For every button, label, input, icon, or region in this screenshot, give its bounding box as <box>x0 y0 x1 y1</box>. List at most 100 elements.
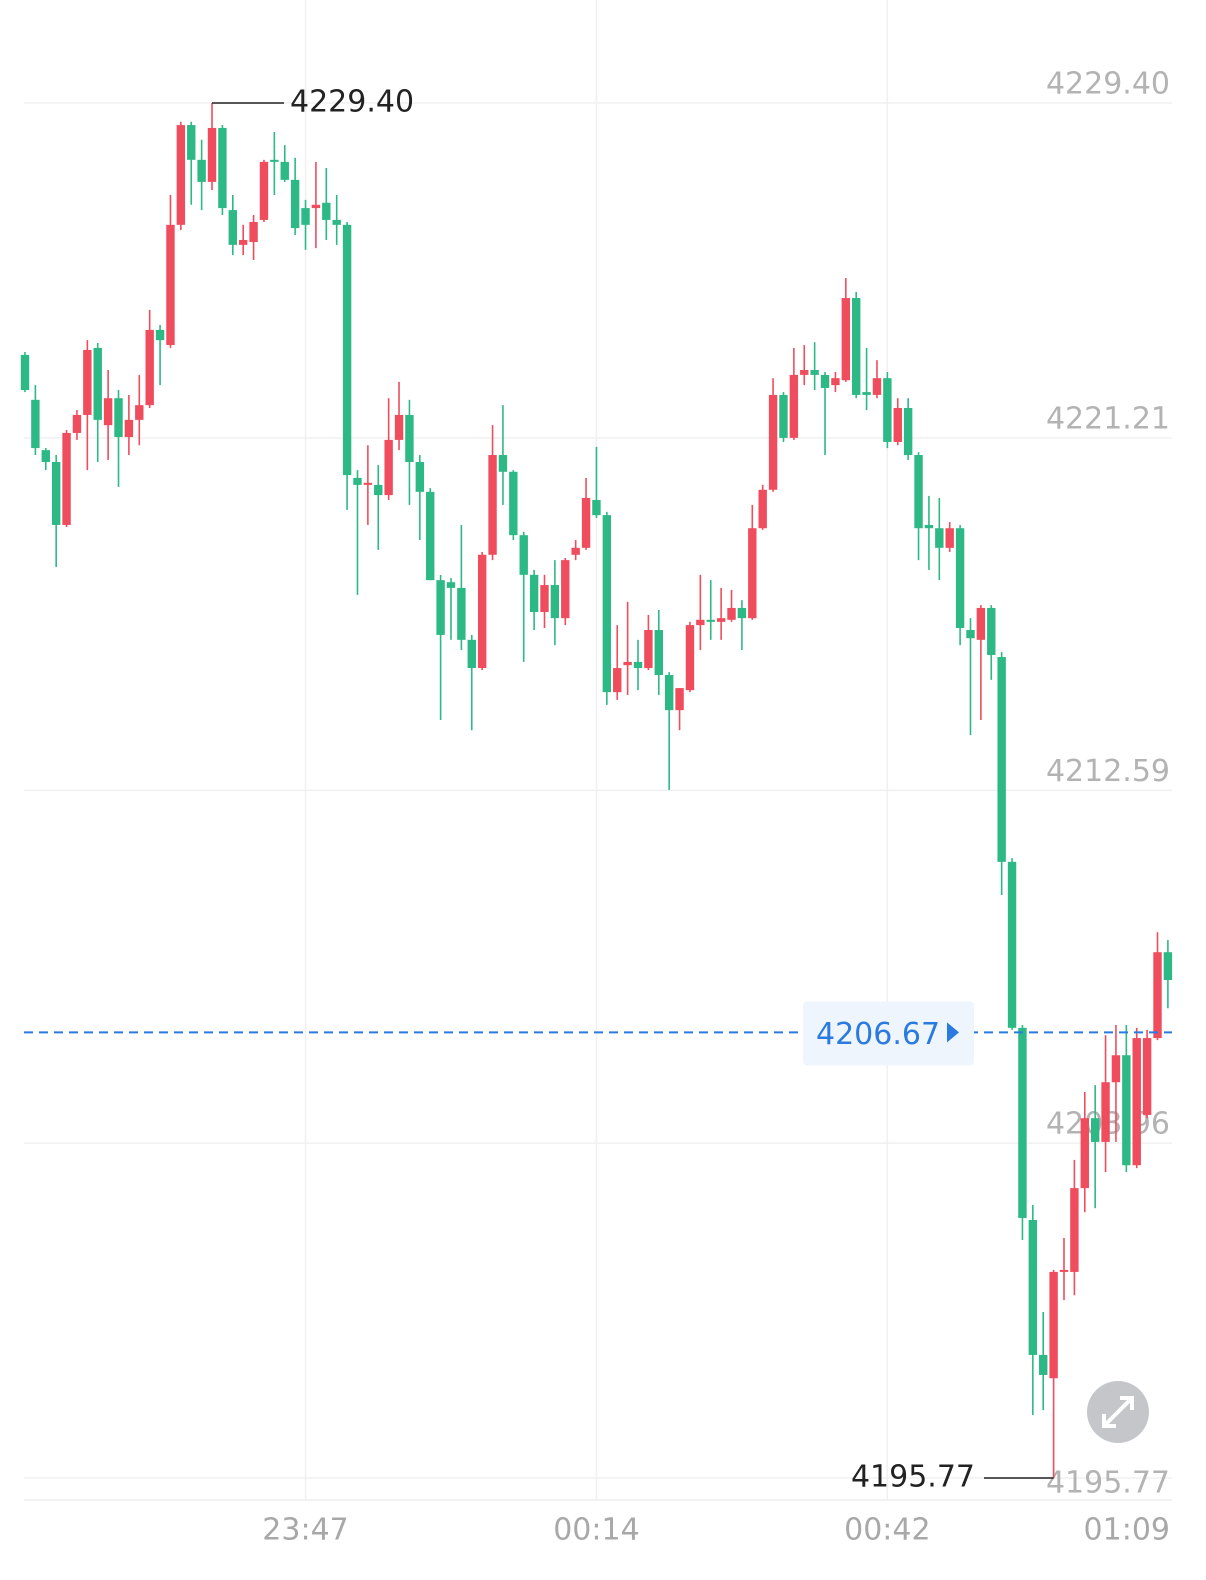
candle-body <box>966 630 975 639</box>
candle-body <box>1070 1188 1079 1272</box>
candle-body <box>394 414 404 440</box>
candle-body <box>249 221 258 243</box>
candle-body <box>976 607 986 640</box>
last-price-arrow <box>947 1022 959 1043</box>
candle-body <box>696 619 705 626</box>
candle-body <box>228 210 237 245</box>
last-price-label: 4206.67 <box>816 1017 940 1052</box>
candle-body <box>155 329 165 341</box>
candle-body <box>737 607 747 619</box>
candle-body <box>124 419 134 438</box>
candle-body <box>1059 1269 1069 1272</box>
candle-body <box>581 497 591 548</box>
candle-body <box>550 585 560 619</box>
candle-body <box>748 528 757 619</box>
candle-body <box>509 471 518 536</box>
candle-body <box>571 547 580 555</box>
x-tick-label: 23:47 <box>262 1513 348 1548</box>
candle-body <box>176 125 186 225</box>
candle-body <box>914 455 923 529</box>
candle-body <box>114 398 123 438</box>
candle-body <box>135 405 144 420</box>
candle-body <box>353 477 362 485</box>
candle-body <box>852 298 861 395</box>
candle-body <box>270 159 279 162</box>
candle-body <box>758 489 767 529</box>
candle-body <box>540 585 549 613</box>
candle-body <box>789 374 799 438</box>
candle-body <box>529 574 539 613</box>
candle-body <box>166 224 175 346</box>
candle-body <box>1101 1082 1110 1142</box>
candle-body <box>342 224 352 476</box>
candle-body <box>883 378 892 442</box>
candle-body <box>1132 1038 1141 1166</box>
candle-body <box>83 349 92 415</box>
candle-body <box>332 219 341 225</box>
candle-body <box>862 392 871 395</box>
candle-body <box>706 619 715 622</box>
candle-body <box>384 439 393 496</box>
candle-body <box>623 661 632 666</box>
candle-body <box>935 528 944 548</box>
candle-body <box>1080 1118 1089 1189</box>
candle-body <box>405 414 414 462</box>
candle-body <box>457 587 466 640</box>
candle-body <box>685 625 695 691</box>
candle-body <box>1111 1055 1121 1083</box>
candle-body <box>841 298 851 381</box>
y-tick-label: 4229.40 <box>1046 67 1170 102</box>
x-tick-label: 01:09 <box>1084 1513 1170 1548</box>
candle-body <box>446 582 456 588</box>
expand-icon[interactable] <box>1102 1396 1134 1428</box>
candle-body <box>987 607 996 655</box>
candle-body <box>810 369 819 375</box>
candle-body <box>924 524 934 529</box>
candle-body <box>1018 1027 1027 1218</box>
candle-body <box>218 127 227 209</box>
candle-body <box>93 347 102 420</box>
candle-body <box>1090 1118 1100 1142</box>
candle-body <box>415 461 425 492</box>
x-tick-label: 00:42 <box>844 1513 930 1548</box>
candle-body <box>197 159 206 182</box>
y-tick-label: 4195.77 <box>1046 1466 1170 1501</box>
candle-body <box>955 528 965 628</box>
candle-body <box>1007 861 1017 1028</box>
high-marker-label: 4229.40 <box>290 85 414 120</box>
candle-body <box>592 500 601 516</box>
candle-body <box>831 378 840 386</box>
last-price-box <box>803 1001 974 1066</box>
candle-body <box>644 630 653 669</box>
candle-body <box>374 484 383 496</box>
candle-body <box>187 125 196 160</box>
candle-body <box>51 461 61 525</box>
candle-body <box>41 450 50 462</box>
candle-body <box>20 354 30 391</box>
candle-body <box>716 618 726 622</box>
candle-body <box>1028 1220 1038 1355</box>
candle-body <box>800 369 809 375</box>
candle-body <box>498 455 508 472</box>
candle-body <box>207 127 217 182</box>
candle-body <box>280 161 289 180</box>
candle-body <box>62 432 71 525</box>
expand-button[interactable] <box>1087 1381 1149 1443</box>
candle-body <box>675 688 684 711</box>
candle-body <box>820 374 830 388</box>
candle-body <box>654 630 663 675</box>
candle-body <box>145 329 154 406</box>
candle-body <box>1049 1271 1058 1379</box>
y-tick-label: 4221.21 <box>1046 401 1170 436</box>
candle-body <box>1039 1354 1048 1375</box>
candle-body <box>363 482 373 485</box>
candle-body <box>602 515 612 693</box>
low-marker-label: 4195.77 <box>851 1460 975 1495</box>
candle-body <box>519 535 528 575</box>
candle-body <box>1163 952 1173 981</box>
candle-body <box>322 202 331 220</box>
candle-body <box>633 661 643 669</box>
candle-body <box>613 668 622 693</box>
candle-body <box>488 455 497 555</box>
